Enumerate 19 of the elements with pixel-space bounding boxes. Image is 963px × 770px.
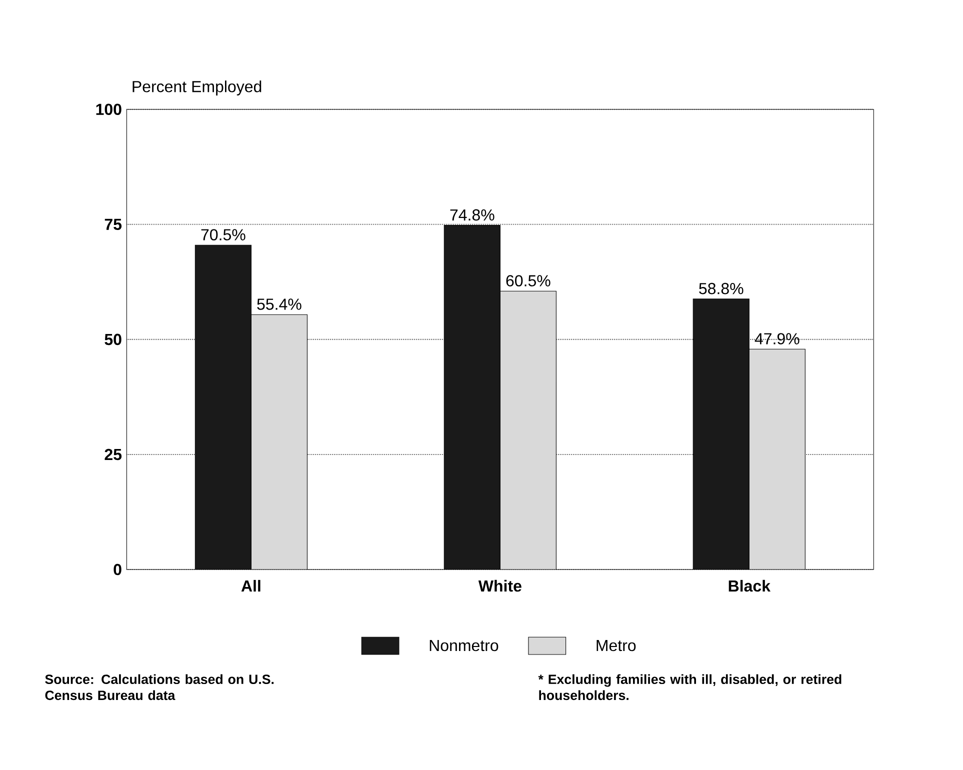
data-label: 70.5% [201, 229, 246, 241]
y-axis-title: Percent Employed [132, 80, 262, 96]
y-tick-label: 100 [96, 104, 122, 116]
data-label: 60.5% [506, 275, 550, 287]
y-tick-label: 0 [114, 564, 122, 576]
x-tick-label: White [478, 580, 522, 592]
x-tick-label: All [241, 580, 260, 592]
data-label: 47.9% [754, 333, 800, 345]
y-tick-label: 50 [104, 334, 122, 346]
data-label: 74.8% [450, 209, 494, 221]
source-note: Source: Calculations based on U.S. Census Bureau data [45, 674, 274, 700]
legend-label: Metro [596, 640, 636, 652]
data-label: 55.4% [257, 298, 302, 310]
legend-label: Nonmetro [430, 640, 498, 652]
y-tick-label: 25 [104, 449, 122, 460]
data-label: 58.8% [699, 283, 744, 294]
x-tick-label: Black [728, 580, 771, 592]
y-tick-label: 75 [104, 219, 122, 230]
text: * Excluding families with ill, disabled, or retired householders. [538, 674, 842, 700]
